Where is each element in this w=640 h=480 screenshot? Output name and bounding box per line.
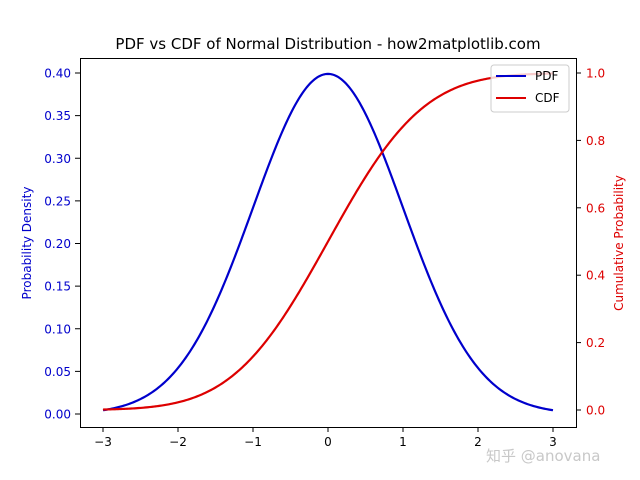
y-tick-label: 0.00: [44, 408, 71, 422]
y-right-tick-label: 1.0: [586, 67, 605, 81]
plot-lines: [102, 72, 554, 412]
y-axis-label: Probability Density: [20, 187, 34, 300]
y-tick-label: 0.30: [44, 152, 71, 166]
pdf-line: [102, 72, 554, 412]
chart-title: PDF vs CDF of Normal Distribution - how2…: [115, 35, 540, 53]
legend: PDF CDF: [490, 64, 570, 113]
y-tick-label: 0.20: [44, 237, 71, 251]
y-axis-right-ticks: 0.0 0.2 0.4 0.6 0.8 1.0: [576, 67, 605, 418]
legend-pdf-label: PDF: [535, 69, 558, 83]
x-tick-label: 1: [399, 435, 407, 449]
y-axis-right-label: Cumulative Probability: [612, 175, 626, 311]
legend-cdf-label: CDF: [535, 91, 560, 105]
y-tick-label: 0.40: [44, 67, 71, 81]
y-tick-label: 0.25: [44, 194, 71, 208]
x-tick-label: −3: [94, 435, 112, 449]
y-tick-label: 0.05: [44, 365, 71, 379]
x-tick-label: 2: [474, 435, 482, 449]
plot-frame: [80, 58, 577, 428]
x-tick-label: −2: [169, 435, 187, 449]
x-tick-label: 3: [549, 435, 557, 449]
y-right-tick-label: 0.8: [586, 134, 605, 148]
y-tick-label: 0.35: [44, 109, 71, 123]
y-tick-label: 0.10: [44, 322, 71, 336]
cdf-line: [102, 72, 554, 411]
x-tick-label: 0: [324, 435, 332, 449]
y-right-tick-label: 0.2: [586, 336, 605, 350]
y-right-tick-label: 0.6: [586, 201, 605, 215]
y-right-tick-label: 0.0: [586, 404, 605, 418]
x-tick-label: −1: [244, 435, 262, 449]
y-tick-label: 0.15: [44, 280, 71, 294]
x-axis-ticks: −3 −2 −1 0 1 2 3: [94, 427, 557, 449]
y-right-tick-label: 0.4: [586, 269, 605, 283]
watermark: 知乎 @anovana: [486, 447, 600, 465]
y-axis-ticks: 0.00 0.05 0.10 0.15 0.20 0.25 0.30 0.35 0.40: [44, 67, 80, 422]
